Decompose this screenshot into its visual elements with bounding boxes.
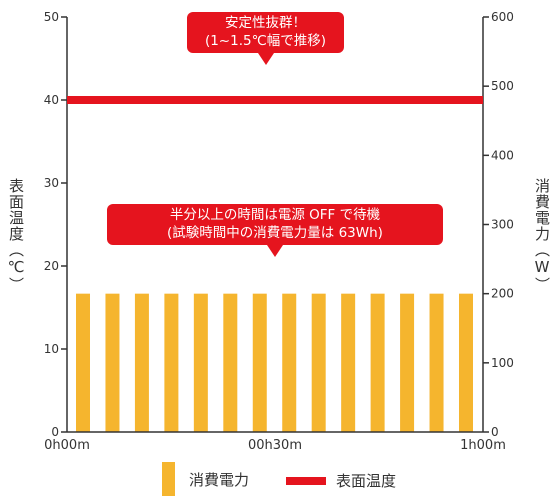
left-tick-label: 10 [44,342,59,356]
power-bar [311,293,326,432]
legend-temperature: 表面温度 [286,470,396,491]
x-tick-label: 1h00m [460,438,506,453]
left-axis-title: 表面温度（℃） [7,178,25,293]
legend-label-power: 消費電力 [189,470,250,489]
right-axis-ticks: 0 100 200 300 400 500 600 [483,10,514,439]
stability-callout: 安定性抜群！ (1~1.5℃幅で推移) [187,12,344,65]
right-tick-label: 600 [491,10,514,24]
power-bar [429,293,444,432]
right-tick-label: 500 [491,79,514,93]
power-bar [223,293,238,432]
left-tick-label: 30 [44,176,59,190]
legend-swatch-power [162,462,175,496]
power-bar [341,293,356,432]
callout-line: 安定性抜群！ [225,15,306,31]
power-bar [164,293,179,432]
left-axis-ticks: 0 10 20 30 40 50 [44,10,67,439]
callout-line: (試験時間中の消費電力量は 63Wh) [167,225,383,241]
power-bar [193,293,208,432]
power-bar [459,293,473,432]
x-tick-label: 0h00m [44,438,90,453]
power-bar [370,293,385,432]
left-tick-label: 0 [51,425,59,439]
legend-swatch-temperature [286,476,326,485]
right-tick-label: 400 [491,148,514,162]
surface-temperature-line [67,96,483,104]
right-tick-label: 200 [491,287,514,301]
right-tick-label: 0 [491,425,499,439]
left-tick-label: 40 [44,93,59,107]
callout-line: 半分以上の時間は電源 OFF で待機 [169,207,381,223]
power-bar [252,293,267,432]
legend-label-temperature: 表面温度 [336,472,397,490]
left-tick-label: 50 [44,10,59,24]
x-tick-label: 00h30m [248,438,302,453]
right-axis-title: 消費電力（W） [533,178,551,293]
standby-callout: 半分以上の時間は電源 OFF で待機 (試験時間中の消費電力量は 63Wh) [107,204,443,257]
power-bar [400,293,415,432]
right-tick-label: 100 [491,356,514,370]
right-tick-label: 300 [491,218,514,232]
power-bar [105,293,120,432]
legend-power: 消費電力 [162,462,249,496]
power-bar [282,293,297,432]
x-axis-ticks: 0h00m 00h30m 1h00m [44,438,506,453]
power-bar [134,293,149,432]
power-bars [76,293,473,432]
callout-line: (1~1.5℃幅で推移) [204,33,327,49]
power-bar [76,293,90,432]
left-tick-label: 20 [44,259,59,273]
